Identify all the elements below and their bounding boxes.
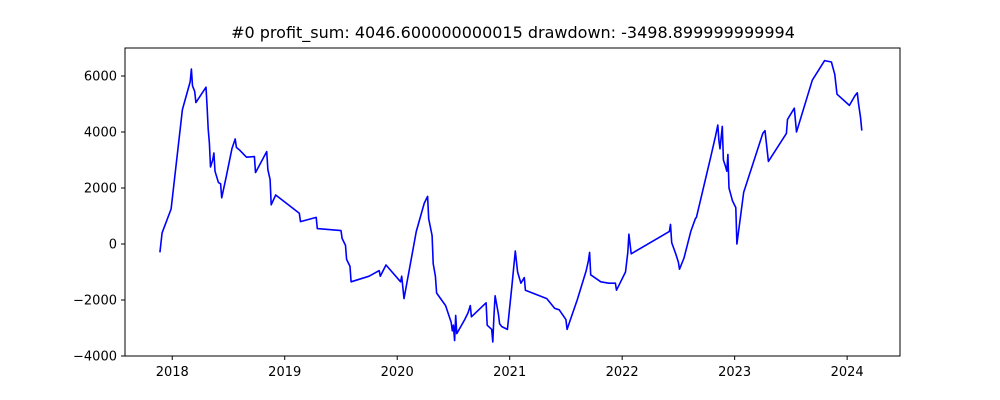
- x-tick-label: 2018: [156, 365, 189, 380]
- series-line: [159, 59, 863, 343]
- y-tick-label: −4000: [73, 350, 117, 365]
- y-tick-label: −2000: [73, 294, 117, 309]
- x-tick-label: 2021: [493, 365, 526, 380]
- x-tick-label: 2019: [268, 365, 301, 380]
- x-axis: 2018 2019 2020 2021 2022 2023 2024: [156, 356, 864, 380]
- y-axis: −4000 −2000 0 2000 4000 6000: [73, 70, 125, 365]
- y-tick-label: 6000: [84, 70, 117, 85]
- y-tick-label: 4000: [84, 126, 117, 141]
- x-tick-label: 2020: [381, 365, 414, 380]
- y-tick-label: 2000: [84, 182, 117, 197]
- chart-title: #0 profit_sum: 4046.600000000015 drawdow…: [231, 23, 795, 43]
- x-tick-label: 2022: [606, 365, 639, 380]
- y-tick-label: 0: [109, 238, 117, 253]
- series-layer: [159, 59, 863, 343]
- x-tick-label: 2024: [831, 365, 864, 380]
- x-tick-label: 2023: [718, 365, 751, 380]
- plot-area-frame: [124, 47, 901, 357]
